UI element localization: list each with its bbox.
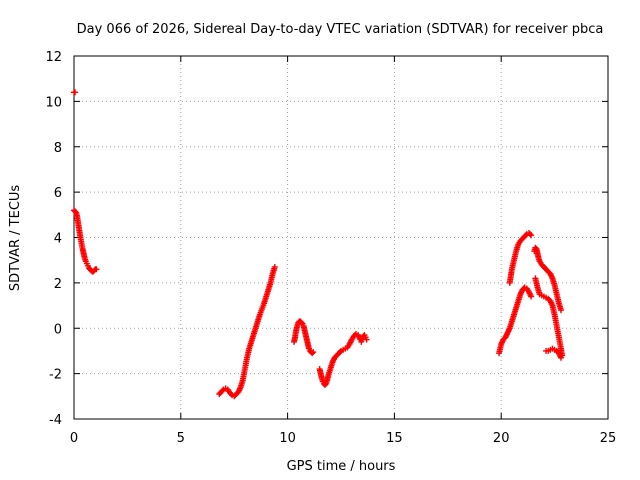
x-tick-label: 20	[493, 431, 510, 446]
data-point	[528, 232, 535, 239]
x-tick-label: 15	[386, 431, 403, 446]
data-point	[309, 350, 316, 357]
data-point	[558, 354, 565, 361]
y-tick-label: 8	[54, 141, 62, 156]
y-axis-label: SDTVAR / TECUs	[8, 185, 23, 292]
y-tick-label: 10	[45, 95, 62, 110]
y-tick-label: -2	[49, 368, 62, 383]
y-tick-label: 4	[54, 232, 62, 247]
data-point	[522, 232, 529, 239]
data-point	[271, 263, 278, 270]
data-point	[93, 266, 100, 273]
y-tick-label: 12	[45, 50, 62, 65]
data-point	[558, 307, 565, 314]
x-tick-label: 5	[177, 431, 185, 446]
y-tick-label: 0	[54, 322, 62, 337]
x-tick-label: 0	[70, 431, 78, 446]
data-point	[363, 336, 370, 343]
data-point	[227, 391, 234, 398]
data-point	[72, 89, 79, 96]
grid-lines	[74, 56, 608, 419]
x-axis-label: GPS time / hours	[287, 459, 396, 474]
data-point	[310, 349, 317, 356]
data-point	[336, 349, 343, 356]
axis-ticks: 0 5 10 15 20 25 -4 -2 0 2 4 6 8 10 12	[45, 50, 616, 446]
data-point	[219, 387, 226, 394]
chart-title: Day 066 of 2026, Sidereal Day-to-day VTE…	[77, 22, 604, 37]
data-point	[298, 319, 305, 326]
y-tick-label: 6	[54, 186, 62, 201]
x-tick-label: 10	[279, 431, 296, 446]
x-tick-label: 25	[600, 431, 617, 446]
y-tick-label: 2	[54, 277, 62, 292]
data-points	[71, 89, 566, 400]
y-tick-label: -4	[49, 413, 62, 428]
data-point	[528, 293, 535, 300]
data-point	[527, 231, 534, 238]
